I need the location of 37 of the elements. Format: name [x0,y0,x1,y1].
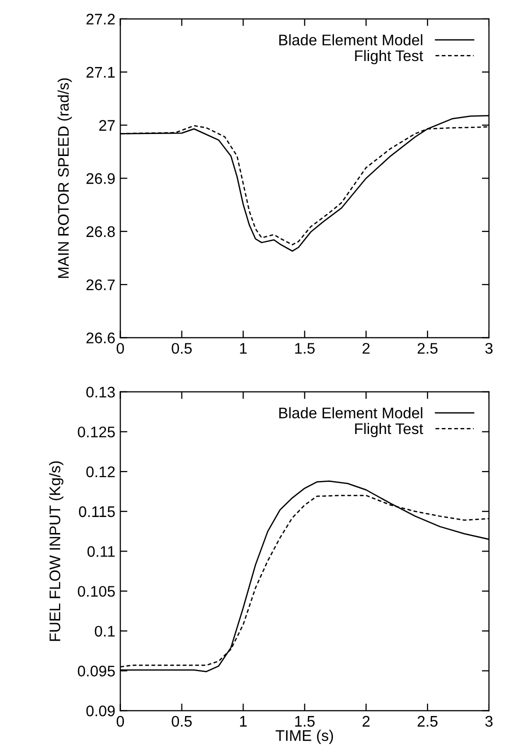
y-tick-label: 0.12 [86,466,115,478]
x-tick-label: 2.5 [418,342,438,354]
y-tick-label: 26.6 [86,332,115,344]
x-tick-label: 3 [485,342,493,354]
x-tick-label: 0 [116,342,124,354]
y-tick-label: 26.7 [86,279,115,290]
y-tick-label: 27.1 [86,66,115,78]
y-tick-label: 0.095 [78,666,115,676]
y-tick-label: 26.9 [86,173,115,184]
x-tick-label: 0.5 [172,716,192,727]
y-tick-label: 0.11 [87,546,115,557]
x-axis-title: TIME (s) [276,730,333,744]
y-tick-label: 0.09 [86,706,115,716]
legend-label: Blade Element Model [279,407,422,418]
x-tick-label: 2 [362,342,370,354]
x-tick-label: 0.5 [172,342,192,354]
x-tick-label: 2 [362,716,370,727]
y-axis-title: FUEL FLOW INPUT (Kg/s) [49,461,64,641]
legend-label: Flight Test [355,50,424,64]
y-tick-label: 0.1 [94,626,115,637]
x-tick-label: 1.5 [295,343,315,354]
x-tick-label: 3 [485,716,493,727]
x-tick-label: 1 [240,716,247,727]
x-tick-label: 2.5 [418,716,438,727]
y-tick-label: 0.13 [86,386,115,398]
y-tick-label: 26.8 [86,226,115,238]
legend-label: Blade Element Model [279,34,422,46]
y-tick-label: 0.125 [78,426,115,438]
y-axis-title: MAIN ROTOR SPEED (rad/s) [58,78,72,278]
x-tick-label: 0 [116,716,124,727]
x-tick-label: 1.5 [295,716,315,727]
y-tick-label: 27 [99,120,115,131]
x-tick-label: 1 [240,343,247,354]
legend-label: Flight Test [355,422,424,438]
y-tick-label: 0.115 [78,506,115,518]
y-tick-label: 27.2 [86,14,115,24]
y-tick-label: 0.105 [78,586,115,597]
